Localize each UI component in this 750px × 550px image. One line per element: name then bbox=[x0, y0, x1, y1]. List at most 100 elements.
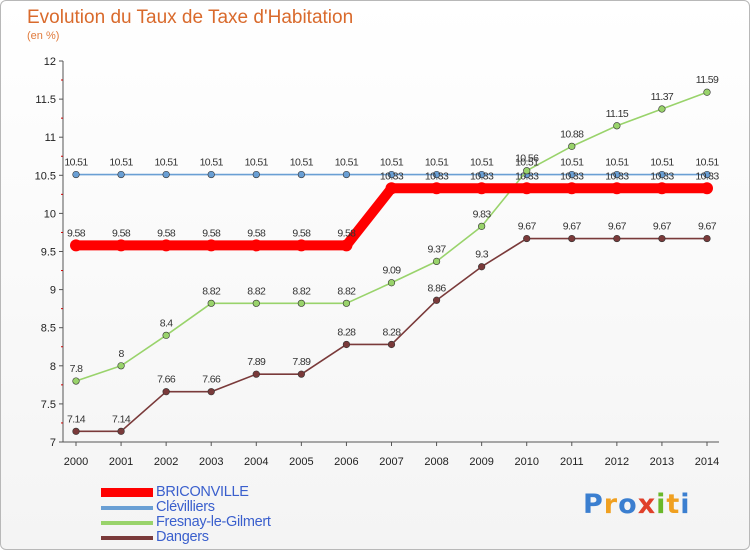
data-point bbox=[70, 239, 82, 252]
data-point bbox=[252, 370, 260, 378]
y-tick-label: 10.5 bbox=[35, 170, 56, 182]
data-point bbox=[387, 170, 396, 179]
data-label: 9.58 bbox=[112, 227, 131, 239]
logo-letter: i bbox=[656, 489, 667, 520]
data-label: 8.82 bbox=[247, 285, 266, 297]
data-point bbox=[568, 234, 576, 243]
chart-unit-label: (en %) bbox=[27, 30, 60, 42]
x-tick-label: 2001 bbox=[109, 456, 133, 468]
y-tick-label: 11.5 bbox=[35, 94, 56, 106]
data-point bbox=[613, 234, 621, 243]
data-label: 10.33 bbox=[650, 170, 674, 182]
data-point bbox=[701, 182, 713, 195]
data-point bbox=[658, 105, 666, 113]
data-label: 9.3 bbox=[475, 249, 489, 261]
data-point bbox=[613, 122, 621, 130]
data-label: 7.89 bbox=[247, 356, 266, 368]
data-point bbox=[658, 170, 666, 179]
logo-letter: o bbox=[618, 489, 638, 520]
data-point bbox=[478, 222, 486, 230]
data-point bbox=[610, 182, 623, 195]
data-point bbox=[523, 167, 531, 175]
x-tick-label: 2000 bbox=[64, 456, 88, 468]
data-label: 11.15 bbox=[606, 108, 629, 120]
data-point bbox=[207, 388, 215, 396]
x-tick-label: 2008 bbox=[424, 456, 448, 468]
x-axis-ticks: 2000 2001 2002 2003 2004 2005 2006 2007 2008 2009… bbox=[64, 442, 719, 468]
data-label: 10.33 bbox=[425, 170, 449, 182]
data-label: 8.4 bbox=[160, 317, 174, 329]
data-label: 9.58 bbox=[337, 227, 356, 239]
data-point bbox=[117, 362, 125, 370]
series-dangers bbox=[72, 234, 711, 435]
data-label: 7.8 bbox=[70, 363, 84, 375]
data-point bbox=[385, 182, 398, 195]
logo-letter: P bbox=[583, 489, 604, 520]
data-label: 7.89 bbox=[292, 356, 311, 368]
data-label: 9.67 bbox=[563, 221, 582, 233]
data-point bbox=[72, 170, 80, 179]
data-label: 9.83 bbox=[473, 208, 492, 220]
x-tick-label: 2007 bbox=[379, 456, 403, 468]
data-label: 10.33 bbox=[605, 170, 629, 182]
x-tick-label: 2003 bbox=[199, 456, 223, 468]
data-point bbox=[387, 340, 396, 349]
logo-letter: t bbox=[666, 489, 681, 520]
legend-label: Fresnay-le-Gilmert bbox=[156, 514, 271, 530]
data-label: 8.28 bbox=[382, 326, 401, 338]
series-clevilliers bbox=[72, 170, 711, 179]
x-tick-label: 2006 bbox=[334, 456, 358, 468]
data-label: 10.51 bbox=[200, 157, 224, 169]
x-tick-label: 2012 bbox=[605, 456, 629, 468]
y-tick-label: 10 bbox=[44, 208, 56, 220]
legend-label: Clévilliers bbox=[156, 499, 215, 515]
data-label: 8.86 bbox=[428, 282, 447, 294]
data-point bbox=[160, 239, 173, 252]
data-label: 10.33 bbox=[470, 170, 494, 182]
data-label: 8.82 bbox=[292, 285, 311, 297]
data-label: 10.51 bbox=[109, 157, 133, 169]
data-label: 9.58 bbox=[202, 227, 221, 239]
y-tick-label: 7.5 bbox=[41, 399, 56, 411]
data-point bbox=[613, 170, 621, 179]
data-label: 11.59 bbox=[696, 74, 719, 86]
y-tick-label: 7 bbox=[50, 437, 56, 449]
y-tick-label: 9 bbox=[50, 285, 56, 297]
logo-letter: i bbox=[680, 489, 691, 520]
data-label: 9.58 bbox=[247, 227, 266, 239]
data-point bbox=[387, 279, 396, 287]
data-label: 10.51 bbox=[64, 157, 88, 169]
data-label: 9.58 bbox=[292, 227, 311, 239]
data-point bbox=[568, 170, 576, 179]
y-tick-label: 11 bbox=[45, 132, 56, 144]
data-point bbox=[430, 182, 443, 195]
data-point bbox=[340, 239, 353, 252]
legend-label: Dangers bbox=[156, 529, 209, 545]
data-point bbox=[475, 182, 488, 195]
data-point bbox=[162, 170, 170, 179]
x-tick-label: 2011 bbox=[560, 456, 584, 468]
data-label: 9.67 bbox=[698, 221, 717, 233]
data-label: 10.51 bbox=[560, 157, 584, 169]
data-label: 10.51 bbox=[605, 157, 629, 169]
data-label: 11.37 bbox=[651, 91, 674, 103]
data-point bbox=[478, 170, 486, 179]
data-point bbox=[703, 88, 711, 96]
data-label: 8.82 bbox=[202, 285, 221, 297]
data-point bbox=[297, 299, 305, 307]
data-label: 10.51 bbox=[650, 157, 674, 169]
data-point bbox=[117, 170, 125, 179]
data-label: 10.51 bbox=[515, 157, 539, 169]
data-label: 8.82 bbox=[337, 285, 356, 297]
data-label: 10.33 bbox=[560, 170, 584, 182]
data-point bbox=[297, 370, 305, 378]
data-label: 7.14 bbox=[112, 413, 131, 425]
data-point bbox=[115, 239, 128, 252]
data-point bbox=[520, 182, 533, 195]
data-point bbox=[565, 182, 578, 195]
legend-swatch bbox=[101, 536, 153, 540]
data-label: 9.37 bbox=[428, 243, 447, 255]
data-point bbox=[207, 170, 215, 179]
data-label: 10.56 bbox=[515, 153, 539, 165]
